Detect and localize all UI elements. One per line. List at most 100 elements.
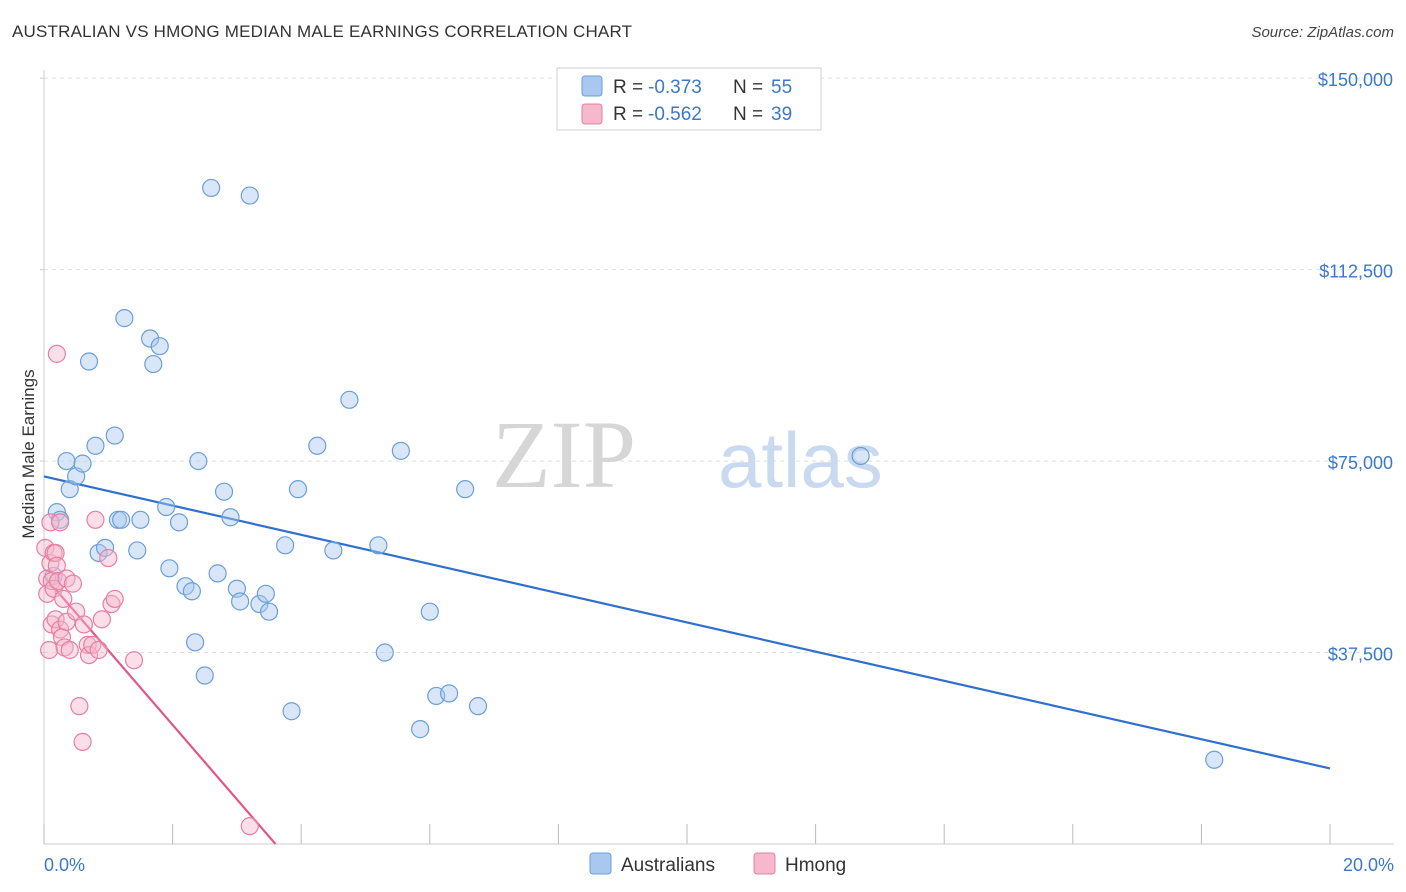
- legend-swatch-hmong: [581, 103, 603, 125]
- point-australians: [411, 720, 430, 739]
- point-australians: [202, 178, 221, 198]
- point-australians: [182, 582, 201, 601]
- point-australians: [375, 643, 394, 662]
- point-australians: [851, 446, 870, 466]
- point-australians: [391, 441, 410, 460]
- point-australians: [95, 538, 115, 557]
- source-credit: Source: ZipAtlas.com: [1251, 24, 1394, 41]
- axes: [43, 70, 1394, 845]
- point-hmong: [70, 697, 89, 716]
- point-australians: [214, 482, 234, 501]
- y-axis-tick-labels: $37,500 $75,000 $112,500 $150,000: [1318, 70, 1393, 664]
- point-australians: [189, 451, 208, 471]
- trend-lines: [43, 475, 1331, 845]
- y-tick-label: $150,000: [1318, 70, 1393, 90]
- point-australians: [195, 666, 214, 685]
- point-australians: [324, 541, 343, 560]
- series-legend: Australians Hmong: [589, 852, 846, 876]
- point-australians: [105, 426, 124, 445]
- point-australians: [169, 513, 189, 532]
- point-hmong: [50, 513, 70, 532]
- point-hmong: [240, 817, 259, 836]
- point-hmong: [99, 548, 118, 568]
- series-australians-points: [44, 178, 1224, 769]
- bottom-legend-swatch-australians: [589, 852, 612, 875]
- bottom-legend-label-australians: Australians: [621, 855, 715, 876]
- point-hmong: [105, 589, 124, 609]
- legend-r-value-hmong: -0.562: [648, 104, 702, 125]
- point-hmong: [92, 610, 111, 629]
- point-hmong: [47, 344, 66, 363]
- point-australians: [288, 480, 308, 499]
- watermark-atlas: atlas: [718, 416, 883, 504]
- point-australians: [140, 329, 160, 348]
- point-australians: [256, 584, 275, 603]
- point-australians: [282, 702, 301, 721]
- trend-line-hmong: [43, 575, 277, 845]
- legend-swatch-australians: [581, 75, 603, 97]
- x-tick-label-min: 0.0%: [44, 855, 85, 875]
- point-australians: [79, 352, 99, 371]
- point-australians: [157, 497, 176, 517]
- point-australians: [240, 186, 259, 205]
- point-australians: [420, 602, 439, 621]
- point-hmong: [86, 510, 105, 529]
- point-australians: [131, 510, 150, 529]
- point-australians: [115, 309, 134, 328]
- point-australians: [439, 684, 459, 703]
- point-australians: [259, 602, 279, 621]
- point-hmong: [46, 610, 65, 629]
- point-australians: [144, 354, 163, 374]
- legend-r-label-australians: R =: [613, 77, 643, 98]
- point-australians: [128, 541, 147, 560]
- point-hmong: [102, 594, 121, 614]
- y-axis-label: Median Male Earnings: [19, 369, 38, 538]
- bottom-legend-label-hmong: Hmong: [785, 855, 846, 876]
- point-australians: [150, 337, 169, 356]
- point-hmong: [40, 640, 59, 660]
- legend-r-value-australians: -0.373: [648, 77, 702, 98]
- x-tick-label-max: 20.0%: [1343, 855, 1394, 875]
- legend-r-label-hmong: R =: [613, 104, 643, 125]
- point-australians: [369, 536, 388, 555]
- point-australians: [221, 508, 240, 527]
- trend-line-australians: [43, 475, 1331, 770]
- point-australians: [250, 594, 269, 614]
- point-australians: [112, 510, 131, 529]
- legend-n-value-australians: 55: [771, 77, 792, 98]
- x-axis-ticks: [43, 824, 1331, 844]
- legend-n-label-hmong: N =: [733, 104, 763, 125]
- point-hmong: [41, 513, 60, 532]
- point-australians: [308, 436, 327, 455]
- watermark-zip: ZIP: [492, 401, 636, 508]
- point-australians: [208, 564, 227, 583]
- point-australians: [231, 592, 250, 611]
- chart-title: AUSTRALIAN VS HMONG MEDIAN MALE EARNINGS…: [12, 22, 633, 41]
- point-australians: [1205, 750, 1224, 769]
- point-hmong: [79, 645, 99, 665]
- point-hmong: [55, 638, 74, 657]
- point-hmong: [74, 615, 93, 634]
- y-tick-label: $37,500: [1328, 645, 1393, 665]
- point-hmong: [63, 574, 83, 593]
- watermark: ZIP atlas: [492, 401, 883, 508]
- y-tick-label: $112,500: [1319, 262, 1393, 282]
- point-australians: [276, 536, 295, 555]
- point-hmong: [60, 640, 79, 660]
- legend-n-value-hmong: 39: [771, 104, 792, 125]
- correlation-legend: R = -0.373 N = 55 R = -0.562 N = 39: [556, 67, 822, 131]
- point-australians: [73, 454, 92, 473]
- point-australians: [57, 451, 76, 471]
- point-hmong: [47, 556, 66, 575]
- series-hmong-points: [36, 344, 259, 836]
- point-australians: [456, 480, 475, 499]
- point-australians: [186, 633, 205, 652]
- point-hmong: [89, 640, 108, 660]
- point-australians: [468, 697, 488, 716]
- y-tick-label: $75,000: [1328, 453, 1393, 473]
- point-hmong: [124, 651, 144, 670]
- point-australians: [86, 436, 105, 455]
- gridlines: [40, 77, 1394, 654]
- point-hmong: [54, 589, 73, 609]
